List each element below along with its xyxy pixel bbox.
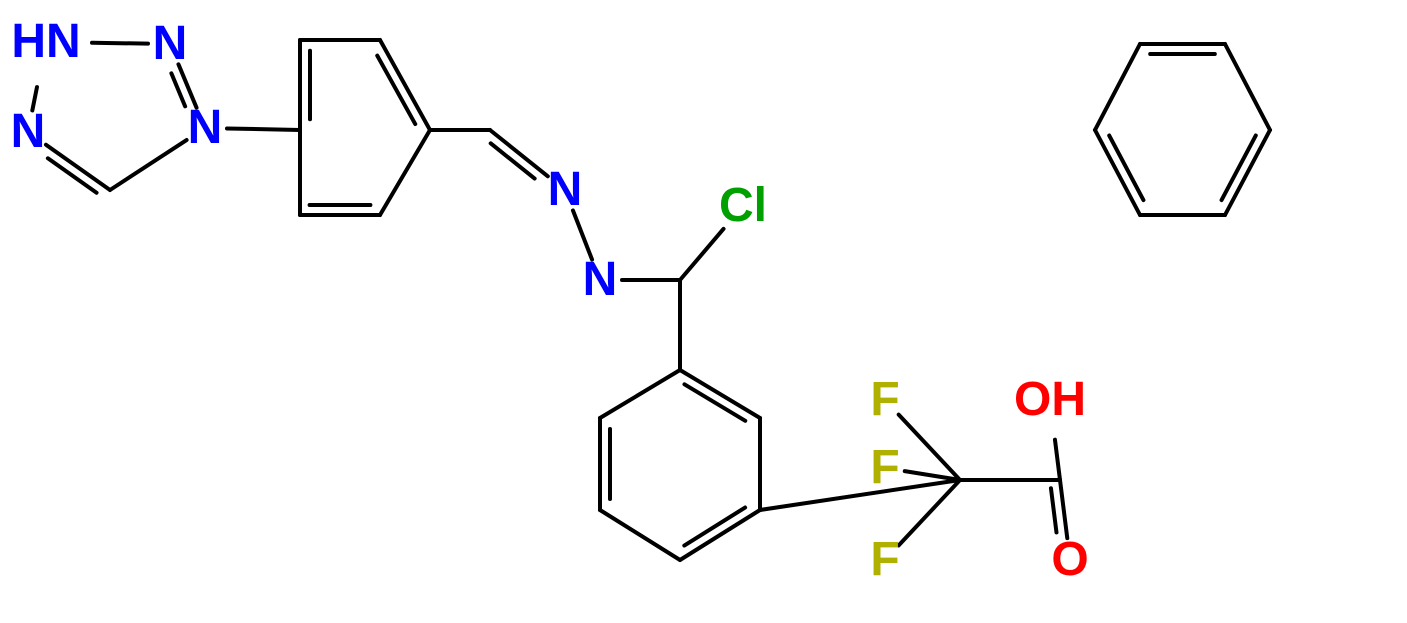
atom-Cl: Cl — [719, 182, 767, 230]
molecule-canvas: HNNNNNNClFFFOHO — [0, 0, 1407, 623]
atom-N6: N — [583, 256, 618, 304]
atom-F2: F — [870, 444, 899, 492]
atom-O: O — [1051, 536, 1088, 584]
atom-N2: N — [153, 20, 188, 68]
atom-N5: N — [548, 166, 583, 214]
atom-N4: N — [188, 104, 223, 152]
atom-OH: OH — [1014, 376, 1086, 424]
atom-F1: F — [870, 376, 899, 424]
bond-layer — [0, 0, 1407, 623]
atom-F3: F — [870, 536, 899, 584]
atom-N3: N — [11, 108, 46, 156]
atom-HN1: HN — [11, 18, 80, 66]
